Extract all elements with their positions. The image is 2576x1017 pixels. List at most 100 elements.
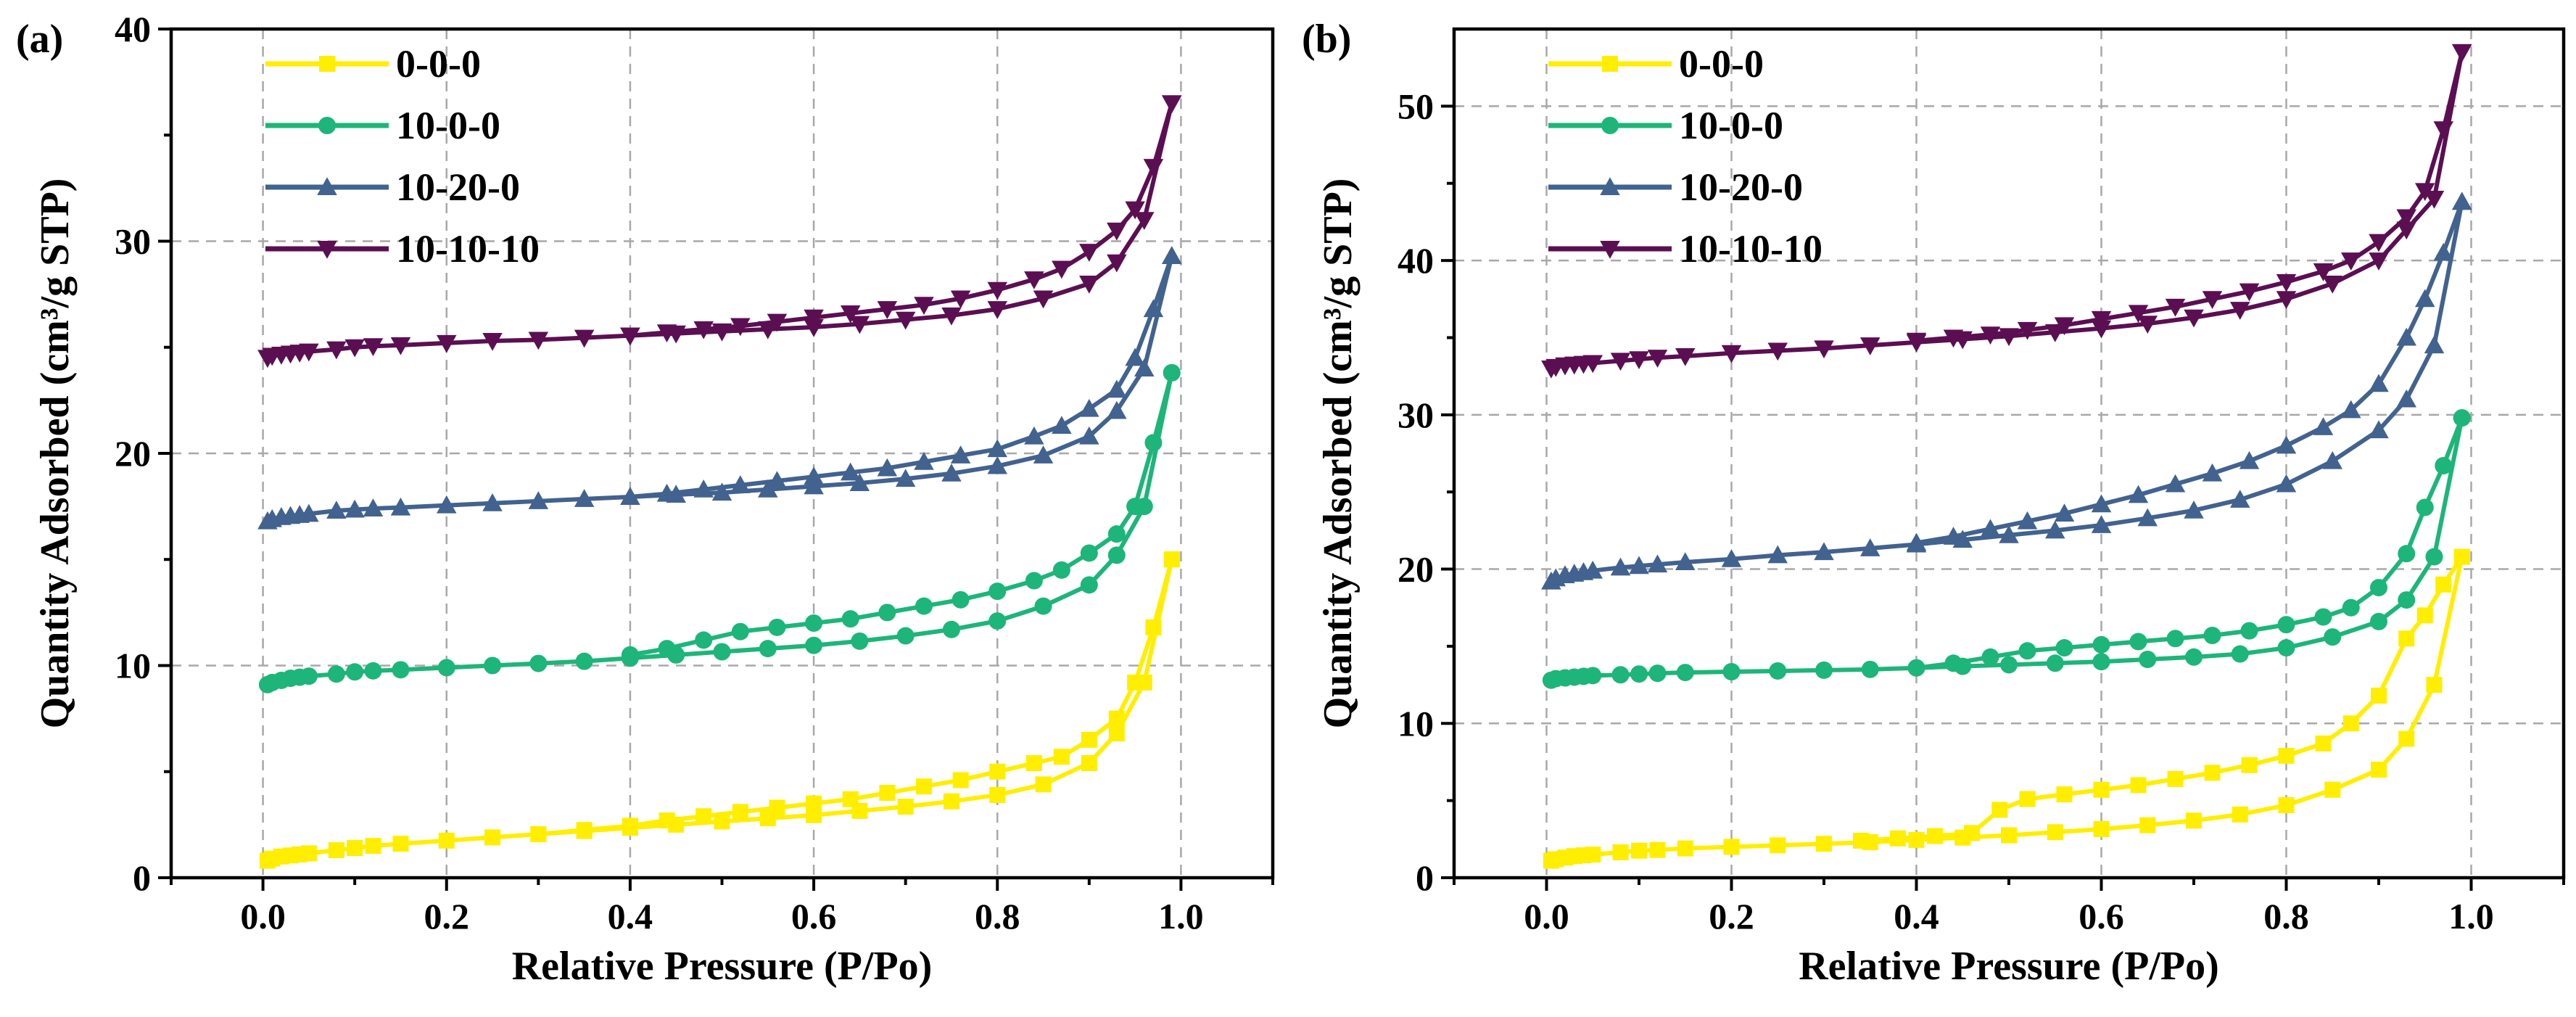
- data-point: [2276, 474, 2297, 493]
- data-point: [2092, 635, 2110, 654]
- y-tick-label: 10: [1398, 703, 1434, 744]
- data-point: [711, 482, 732, 501]
- data-point: [951, 590, 970, 609]
- data-point: [2166, 630, 2184, 648]
- data-point: [392, 836, 409, 852]
- data-point: [2139, 817, 2156, 833]
- data-point: [987, 301, 1007, 319]
- data-point: [2396, 209, 2416, 228]
- data-point: [620, 327, 640, 346]
- data-point: [943, 793, 959, 810]
- data-point: [2165, 474, 2186, 493]
- data-point: [2278, 797, 2295, 814]
- data-point: [390, 337, 411, 355]
- data-point: [2452, 44, 2472, 62]
- data-point: [300, 667, 318, 685]
- data-point: [2453, 548, 2470, 565]
- data-point: [2055, 639, 2073, 657]
- y-tick-label: 20: [115, 433, 151, 474]
- data-point: [1908, 831, 1925, 848]
- legend-marker: [1600, 241, 1620, 259]
- data-point: [769, 799, 785, 816]
- data-point: [2241, 757, 2258, 773]
- y-tick-label: 0: [1416, 857, 1434, 898]
- data-point: [713, 643, 731, 661]
- series-line-desorption: [629, 102, 1174, 338]
- data-point: [2239, 450, 2260, 469]
- data-point: [2000, 656, 2018, 674]
- series-10-10-10: [257, 95, 1182, 368]
- data-point: [2047, 824, 2063, 841]
- data-point: [730, 318, 751, 337]
- data-point: [1629, 351, 1649, 369]
- data-point: [326, 341, 347, 360]
- data-point: [1125, 201, 1145, 220]
- data-point: [1816, 836, 1832, 852]
- data-point: [437, 334, 457, 353]
- data-point: [942, 620, 960, 638]
- data-point: [2276, 273, 2297, 292]
- data-point: [950, 290, 971, 309]
- legend-label: 0-0-0: [1679, 42, 1764, 86]
- data-point: [1769, 662, 1787, 680]
- data-point: [732, 804, 748, 820]
- series-0-0-0: [1543, 548, 2470, 869]
- data-point: [437, 495, 457, 514]
- data-point: [1107, 525, 1126, 543]
- data-point: [2424, 191, 2445, 209]
- data-point: [1770, 837, 1786, 854]
- data-point: [2433, 242, 2453, 261]
- data-point: [1610, 557, 1631, 576]
- legend-marker: [317, 177, 337, 195]
- data-point: [1163, 363, 1181, 382]
- data-point: [299, 343, 319, 362]
- data-point: [987, 439, 1007, 458]
- data-point: [2139, 650, 2157, 668]
- series-line-desorption: [1916, 52, 2464, 343]
- data-point: [1860, 538, 1881, 556]
- data-point: [344, 499, 365, 518]
- data-point: [2045, 520, 2065, 539]
- data-point: [2202, 463, 2223, 482]
- data-point: [2091, 310, 2112, 329]
- data-point: [914, 451, 934, 470]
- data-point: [895, 469, 916, 487]
- data-point: [1647, 554, 1668, 573]
- data-point: [346, 663, 364, 681]
- data-point: [2046, 654, 2064, 672]
- data-point: [2017, 511, 2038, 530]
- data-point: [574, 489, 595, 507]
- x-axis-title: Relative Pressure (P/Po): [512, 944, 933, 989]
- data-point: [1134, 212, 1155, 230]
- data-point: [1815, 661, 1833, 679]
- data-point: [767, 471, 788, 490]
- data-point: [941, 307, 962, 326]
- data-point: [1108, 710, 1125, 727]
- data-point: [1163, 551, 1180, 568]
- x-tick-label: 0.8: [975, 896, 1020, 936]
- data-point: [1162, 95, 1182, 114]
- data-point: [2092, 653, 2110, 671]
- x-tick-label: 0.4: [1894, 896, 1939, 936]
- data-point: [1980, 326, 2001, 345]
- data-point: [1079, 398, 1099, 417]
- data-point: [1723, 839, 1740, 855]
- data-point: [1814, 340, 1834, 359]
- data-point: [2324, 781, 2341, 798]
- data-point: [2017, 321, 2038, 340]
- series-10-20-0: [257, 246, 1182, 530]
- data-point: [2167, 770, 2184, 787]
- x-tick-label: 0.2: [1709, 896, 1754, 936]
- series-10-10-10: [1541, 44, 2472, 379]
- data-point: [767, 313, 788, 332]
- data-point: [574, 329, 595, 348]
- data-point: [2416, 607, 2433, 624]
- legend-label: 0-0-0: [396, 42, 481, 86]
- data-point: [731, 622, 749, 641]
- data-point: [365, 838, 381, 855]
- y-tick-label: 10: [115, 646, 151, 686]
- data-point: [730, 475, 751, 493]
- data-point: [2230, 302, 2250, 320]
- data-point: [2342, 598, 2360, 617]
- series-line-desorption: [1916, 416, 2464, 670]
